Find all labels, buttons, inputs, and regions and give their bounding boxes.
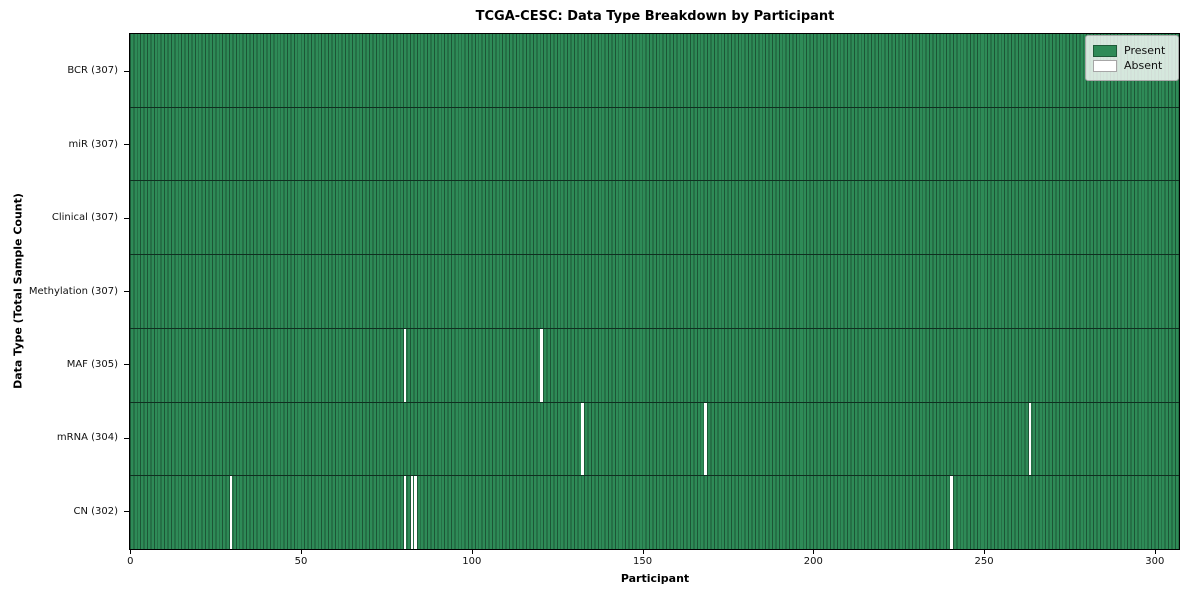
heatmap-row-mrna xyxy=(130,402,1179,477)
y-tick-mark xyxy=(124,144,129,146)
absent-cell xyxy=(1028,402,1032,476)
y-tick-mark xyxy=(124,511,129,513)
x-tick-mark xyxy=(471,550,473,554)
legend: Present Absent xyxy=(1085,35,1179,81)
x-tick-label: 300 xyxy=(1145,556,1165,567)
legend-entry-absent: Absent xyxy=(1093,59,1171,72)
legend-swatch-icon xyxy=(1093,44,1117,57)
chart-title: TCGA-CESC: Data Type Breakdown by Partic… xyxy=(475,9,835,24)
y-tick-label: MAF (305) xyxy=(66,358,118,370)
y-tick-label: Clinical (307) xyxy=(51,212,118,223)
x-tick-mark xyxy=(130,550,132,554)
absent-cell xyxy=(540,328,543,402)
x-tick-mark xyxy=(813,550,815,554)
absent-cell xyxy=(704,402,707,476)
absent-cell xyxy=(950,476,953,550)
heatmap-row-cn xyxy=(130,476,1179,550)
plot-area xyxy=(129,33,1180,550)
y-tick-mark xyxy=(124,437,129,439)
y-tick-mark xyxy=(124,364,129,366)
x-tick-label: 150 xyxy=(633,556,653,567)
x-tick-mark xyxy=(642,550,644,554)
legend-entry-present: Present xyxy=(1093,44,1171,57)
absent-cell xyxy=(581,402,584,476)
absent-cell xyxy=(403,328,407,402)
x-tick-label: 100 xyxy=(462,556,482,567)
absent-cell xyxy=(410,476,414,550)
y-tick-label: mRNA (304) xyxy=(56,432,118,444)
absent-cell xyxy=(414,476,417,550)
x-tick-label: 250 xyxy=(974,556,994,567)
legend-label: Absent xyxy=(1124,59,1163,72)
x-axis-title: Participant xyxy=(620,572,690,585)
x-tick-label: 50 xyxy=(294,556,308,567)
absent-cell xyxy=(403,476,407,550)
x-tick-mark xyxy=(1154,550,1156,554)
heatmap-row-maf xyxy=(130,328,1179,403)
heatmap-row-mir xyxy=(130,107,1179,182)
x-tick-label: 200 xyxy=(803,556,823,567)
y-tick-label: BCR (307) xyxy=(67,65,118,77)
heatmap-row-methylation xyxy=(130,255,1179,329)
heatmap-row-bcr xyxy=(130,34,1179,108)
legend-swatch-icon xyxy=(1093,59,1117,72)
absent-cell xyxy=(229,476,233,550)
y-tick-label: CN (302) xyxy=(73,505,118,517)
y-tick-label: miR (307) xyxy=(68,138,118,150)
heatmap-row-clinical xyxy=(130,181,1179,256)
x-tick-mark xyxy=(301,550,303,554)
y-tick-label: Methylation (307) xyxy=(28,285,118,297)
x-tick-label: 0 xyxy=(127,556,134,567)
y-tick-mark xyxy=(124,291,129,292)
x-tick-mark xyxy=(984,550,986,554)
y-tick-mark xyxy=(124,217,129,219)
y-tick-mark xyxy=(124,70,129,72)
legend-label: Present xyxy=(1124,44,1166,57)
